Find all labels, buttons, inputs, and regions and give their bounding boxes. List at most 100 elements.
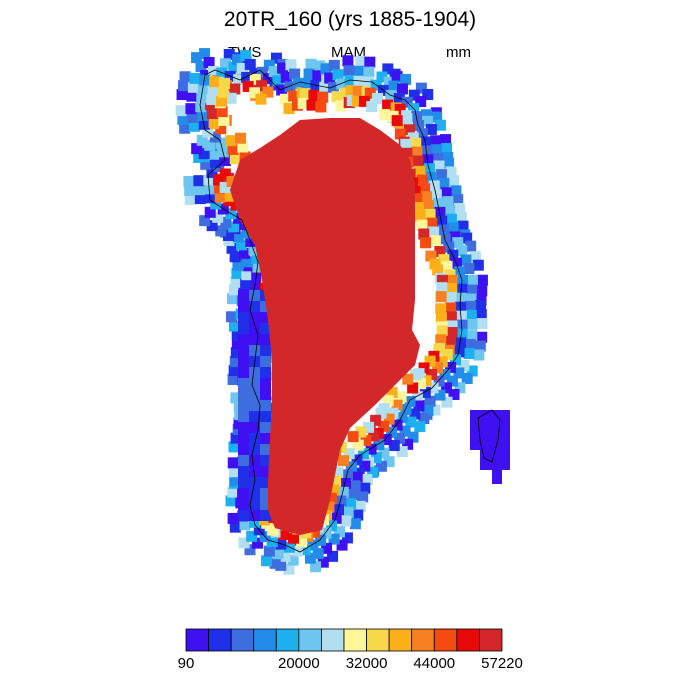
grid-cell <box>232 54 244 66</box>
grid-cell <box>408 89 420 101</box>
grid-cell <box>396 446 408 458</box>
grid-cell <box>382 395 394 407</box>
grid-cell <box>335 495 347 507</box>
grid-cell <box>440 134 452 146</box>
colorbar-box <box>275 628 300 652</box>
grid-cell <box>330 475 342 487</box>
grid-cell <box>341 469 353 481</box>
grid-cell <box>422 200 434 212</box>
grid-cell <box>228 221 240 233</box>
grid-cell <box>422 154 434 166</box>
grid-cell <box>455 310 467 322</box>
grid-cell <box>178 80 190 92</box>
grid-cell <box>238 356 249 367</box>
grid-cell <box>480 450 490 460</box>
grid-cell <box>230 347 242 359</box>
grid-cell <box>238 400 249 411</box>
grid-cell <box>206 166 218 178</box>
colorbar-tick-label: 90 <box>177 655 195 672</box>
grid-cell <box>472 259 484 271</box>
grid-cell <box>465 240 477 252</box>
grid-cell <box>228 441 240 453</box>
grid-cell <box>476 285 488 297</box>
grid-cell <box>217 86 229 98</box>
grid-cell <box>249 290 260 301</box>
grid-cell <box>250 279 262 291</box>
grid-cell <box>260 400 271 411</box>
grid-cell <box>352 85 364 97</box>
grid-cell <box>347 431 359 443</box>
grid-cell <box>476 274 488 286</box>
grid-cell <box>432 264 444 276</box>
grid-cell <box>354 65 366 77</box>
grid-cell <box>445 213 457 225</box>
grid-cell <box>194 193 206 205</box>
grid-cell <box>490 430 500 440</box>
grid-cell <box>424 355 436 367</box>
grid-cell <box>246 530 258 542</box>
grid-cell <box>453 346 465 358</box>
grid-cell <box>449 231 461 243</box>
grid-cell <box>238 537 250 549</box>
grid-cell <box>249 433 260 444</box>
grid-cell <box>378 420 390 432</box>
grid-cell <box>445 302 457 314</box>
grid-cell <box>400 404 412 416</box>
grid-cell <box>433 343 445 355</box>
grid-cell <box>193 175 205 187</box>
grid-cell <box>394 103 406 115</box>
grid-cell <box>328 484 340 496</box>
grid-cell <box>418 362 430 374</box>
grid-cell <box>340 515 352 527</box>
grid-cell <box>256 80 268 92</box>
grid-cell <box>442 151 454 163</box>
colorbar-box <box>479 628 503 652</box>
grid-cell <box>370 452 382 464</box>
grid-cell <box>396 412 408 424</box>
grid-cell <box>418 228 430 240</box>
grid-cell <box>228 320 240 332</box>
grid-cell <box>339 87 351 99</box>
grid-cell <box>351 454 363 466</box>
grid-cell <box>186 90 198 102</box>
grid-cell <box>452 237 464 249</box>
grid-cell <box>380 434 392 446</box>
grid-cell <box>238 466 249 477</box>
grid-cell <box>323 501 335 513</box>
grid-cell <box>199 48 211 60</box>
grid-cell <box>438 254 450 266</box>
grid-cell <box>357 491 369 503</box>
grid-cell <box>432 153 444 165</box>
grid-cell <box>270 52 282 64</box>
grid-cell <box>424 208 436 220</box>
colorbar-box <box>253 628 277 652</box>
grid-cell <box>500 450 510 460</box>
grid-cell <box>255 93 267 105</box>
grid-cell <box>196 134 208 146</box>
grid-cell <box>396 83 408 95</box>
grid-cell <box>387 407 399 419</box>
grid-cell <box>422 115 434 127</box>
grid-cell <box>209 76 221 88</box>
grid-cell <box>436 325 448 337</box>
grid-cell <box>249 422 260 433</box>
grid-cell <box>251 270 263 282</box>
grid-cell <box>345 461 357 473</box>
grid-cell <box>238 367 249 378</box>
grid-cell <box>235 132 247 144</box>
grid-cell <box>242 256 254 268</box>
grid-cell <box>238 301 249 312</box>
grid-cell <box>428 226 440 238</box>
grid-cell <box>338 455 350 467</box>
grid-cell <box>421 145 433 157</box>
grid-cell <box>260 466 271 477</box>
grid-cell <box>238 510 249 521</box>
grid-cell <box>363 66 375 78</box>
colorbar-box <box>185 628 209 652</box>
grid-cell <box>238 389 249 400</box>
grid-cell <box>335 100 347 112</box>
grid-cell <box>500 430 510 440</box>
grid-cell <box>455 292 467 304</box>
grid-cell <box>212 211 224 223</box>
grid-cell <box>409 408 421 420</box>
